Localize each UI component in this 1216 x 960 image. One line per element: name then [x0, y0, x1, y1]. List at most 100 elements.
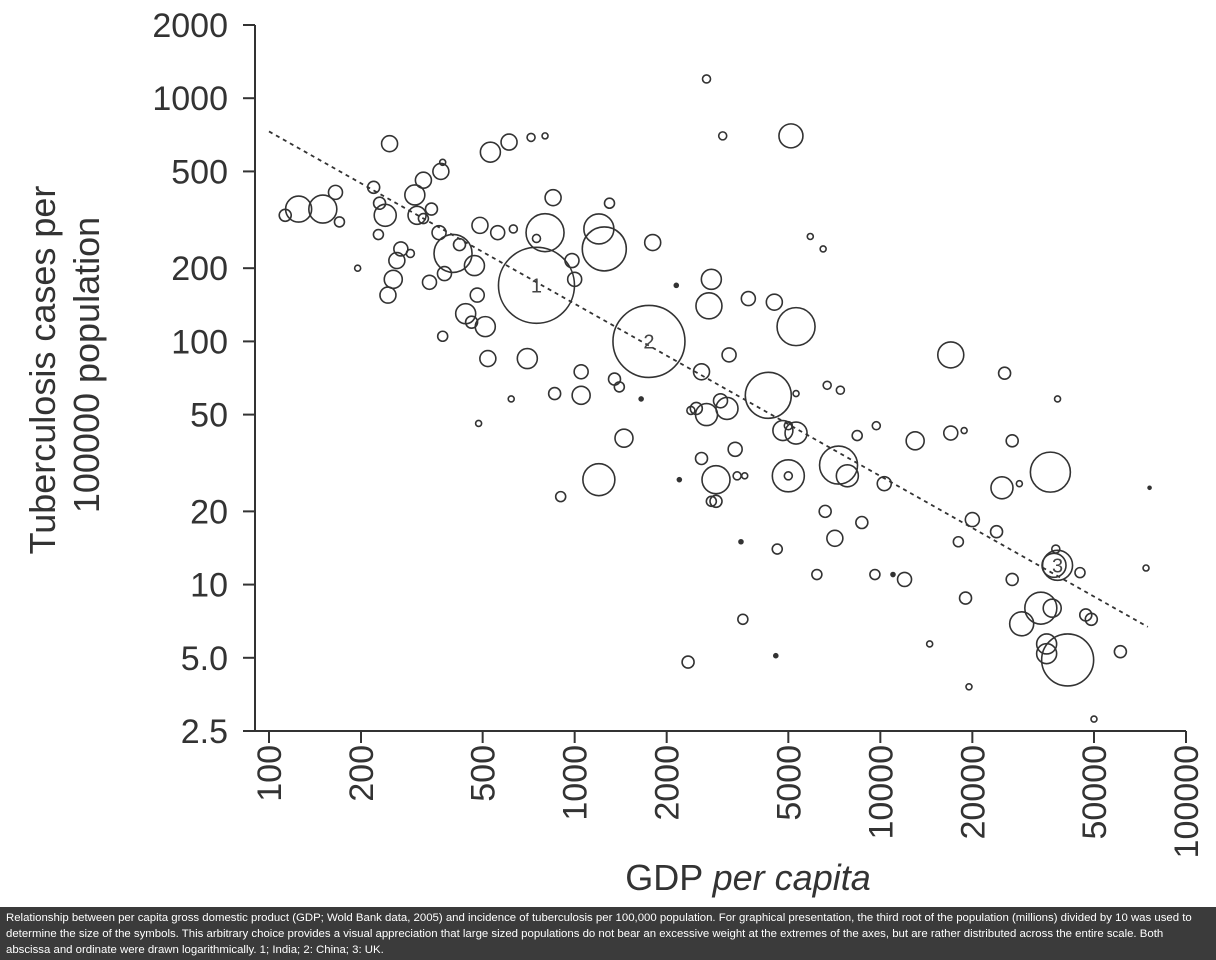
data-point: [438, 158, 447, 167]
y-tick-label: 200: [171, 250, 228, 288]
data-point: [990, 476, 1014, 500]
y-axis-title-line1: Tuberculosis cases per: [22, 186, 63, 555]
figure-caption: Relationship between per capita gross do…: [0, 907, 1216, 960]
data-point: [474, 315, 497, 338]
data-point: [1015, 479, 1024, 488]
data-point: [463, 254, 486, 277]
data-point: [1090, 715, 1098, 723]
data-point: [958, 591, 973, 605]
data-point: [436, 265, 453, 282]
data-point: [905, 431, 925, 451]
data-point: [432, 162, 450, 181]
data-point: [896, 571, 913, 588]
data-point: [715, 396, 739, 421]
x-tick-label: 2000: [649, 745, 687, 821]
data-point: [333, 216, 346, 228]
data-point: [516, 347, 539, 370]
data-point: [732, 471, 742, 481]
data-point: [421, 274, 438, 291]
data-point: [694, 402, 719, 427]
data-point: [405, 248, 416, 259]
x-tick-label: 100: [251, 745, 289, 802]
data-point: [544, 188, 562, 207]
data-point: [1084, 612, 1099, 627]
data-point: [701, 74, 712, 84]
x-axis-title: GDP per capita: [625, 857, 871, 898]
data-point: [353, 264, 362, 272]
x-tick-label: 100000: [1168, 745, 1206, 858]
data-point: [308, 194, 338, 224]
data-point: [1142, 564, 1150, 572]
data-point: [818, 445, 859, 485]
trend-line: [268, 130, 1149, 628]
data-point: [614, 428, 634, 448]
data-point: [876, 475, 893, 492]
data-point: [1035, 633, 1058, 655]
data-point: [613, 381, 626, 393]
data-point: [712, 392, 729, 409]
data-point: [1042, 598, 1063, 618]
data-point: [783, 420, 794, 431]
x-tick-label: 5000: [770, 745, 808, 821]
y-tick-label: 2000: [152, 7, 228, 45]
data-point: [997, 366, 1012, 380]
data-point: [407, 205, 427, 226]
data-point: [772, 652, 779, 659]
data-point: [692, 362, 711, 381]
data-point: [744, 371, 793, 420]
data-points: [278, 74, 1152, 723]
data-point: [436, 330, 449, 343]
x-tick-label: 20000: [954, 745, 992, 840]
data-point: [379, 286, 397, 304]
y-tick-label: 2.5: [181, 713, 228, 751]
data-point: [1053, 395, 1062, 403]
data-point: [806, 232, 815, 241]
point-label: 2: [643, 331, 654, 353]
data-point: [525, 212, 565, 253]
y-axis-ticks: 2000 1000 500 200 100 50 20 10 5.0 2.5: [152, 7, 255, 751]
data-point: [709, 494, 723, 509]
data-point: [818, 504, 832, 519]
data-point: [925, 640, 934, 648]
data-point: [564, 252, 580, 269]
data-point: [573, 363, 589, 380]
data-point: [1029, 451, 1072, 493]
data-point: [784, 421, 808, 445]
data-point: [393, 241, 409, 257]
data-point: [507, 395, 516, 403]
data-point: [366, 180, 381, 195]
data-point: [489, 224, 506, 241]
x-axis-title-italic: per capita: [712, 857, 871, 898]
x-tick-label: 500: [465, 745, 503, 802]
data-point: [373, 203, 398, 228]
data-point: [284, 195, 313, 223]
data-point: [1024, 591, 1058, 625]
x-tick-label: 10000: [862, 745, 900, 840]
data-point: [388, 251, 406, 270]
data-point: [327, 184, 344, 201]
data-point: [737, 613, 749, 626]
data-point: [1008, 610, 1035, 637]
data-point: [1005, 572, 1019, 587]
data-point: [676, 476, 683, 483]
data-point: [705, 495, 718, 508]
data-point: [404, 184, 426, 206]
x-tick-label: 1000: [557, 745, 595, 821]
data-point: [776, 306, 816, 347]
data-point: [871, 420, 882, 431]
data-point: [721, 347, 737, 363]
data-point: [582, 462, 616, 497]
data-point: [869, 568, 881, 581]
data-point: [508, 224, 519, 234]
y-axis-title: Tuberculosis cases per 100000 population: [22, 176, 107, 555]
data-point: [681, 655, 695, 669]
data-point: [960, 426, 968, 435]
data-point: [826, 529, 844, 548]
data-point: [479, 141, 502, 163]
data-point: [1113, 644, 1128, 659]
data-point: [783, 471, 794, 481]
data-point: [383, 269, 404, 290]
data-point: [566, 271, 583, 288]
data-point: [464, 315, 479, 329]
